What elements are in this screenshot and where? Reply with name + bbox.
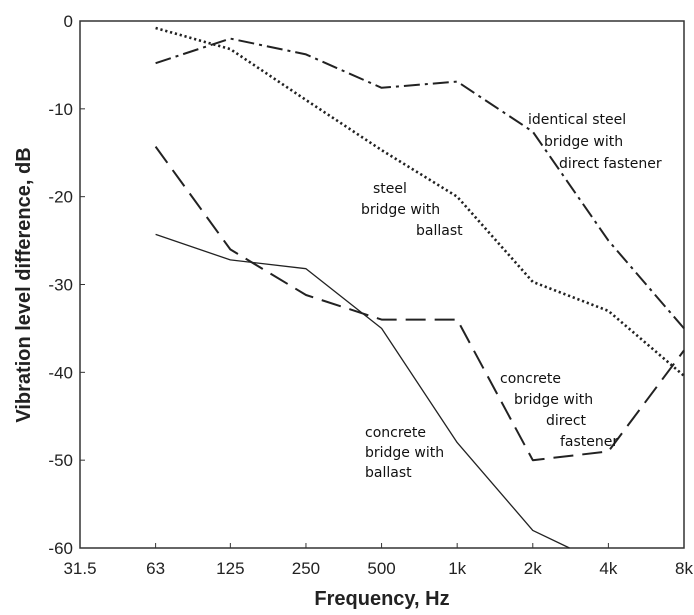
- x-tick-label: 8k: [675, 559, 693, 578]
- x-tick-label: 500: [367, 559, 395, 578]
- x-tick-label: 63: [146, 559, 165, 578]
- annotation-line: direct: [546, 413, 587, 429]
- annotation-line: direct fastener: [559, 156, 662, 172]
- annotation-line: identical steel: [528, 112, 626, 128]
- annotation-line: fastener: [560, 434, 618, 450]
- x-axis-title: Frequency, Hz: [314, 588, 449, 610]
- y-axis-title: Vibration level difference, dB: [13, 147, 35, 422]
- x-tick-label: 4k: [599, 559, 617, 578]
- annotation-steel-ballast: steel bridge with ballast: [361, 181, 463, 239]
- annotation-line: concrete: [365, 425, 426, 441]
- annotations: identical steel bridge with direct fastene…: [361, 112, 662, 481]
- x-tick-label: 2k: [524, 559, 542, 578]
- annotation-line: ballast: [416, 223, 463, 239]
- annotation-line: bridge with: [514, 392, 593, 408]
- annotation-line: bridge with: [361, 202, 440, 218]
- y-tick-label: -20: [48, 188, 73, 207]
- x-tick-label: 125: [216, 559, 244, 578]
- axis-ticks: 31.5 63 125 250 500 1k 2k 4k 8k 0 -10 -20 -30 -40 -50 -…: [48, 12, 693, 578]
- series-line-concrete-direct: [154, 146, 685, 462]
- y-tick-label: -30: [48, 276, 73, 295]
- annotation-identical-steel-direct: identical steel bridge with direct fastene…: [528, 112, 662, 172]
- x-tick-label: 1k: [448, 559, 466, 578]
- y-tick-label: 0: [64, 12, 73, 31]
- annotation-line: concrete: [500, 371, 561, 387]
- series-line-identical-steel-direct: [155, 37, 685, 330]
- x-tick-label: 250: [292, 559, 320, 578]
- x-tick-label: 31.5: [63, 559, 96, 578]
- y-tick-label: -10: [48, 100, 73, 119]
- series-line-concrete-ballast: [155, 233, 570, 549]
- annotation-line: ballast: [365, 465, 412, 481]
- annotation-line: steel: [373, 181, 407, 197]
- annotation-concrete-direct: concrete bridge with direct fastener: [500, 371, 618, 450]
- annotation-line: bridge with: [365, 445, 444, 461]
- y-tick-label: -50: [48, 451, 73, 470]
- series-lines: [154, 26, 685, 549]
- annotation-line: bridge with: [544, 134, 623, 150]
- annotation-concrete-ballast: concrete bridge with ballast: [365, 425, 444, 481]
- y-tick-label: -40: [48, 363, 73, 382]
- y-tick-label: -60: [48, 539, 73, 558]
